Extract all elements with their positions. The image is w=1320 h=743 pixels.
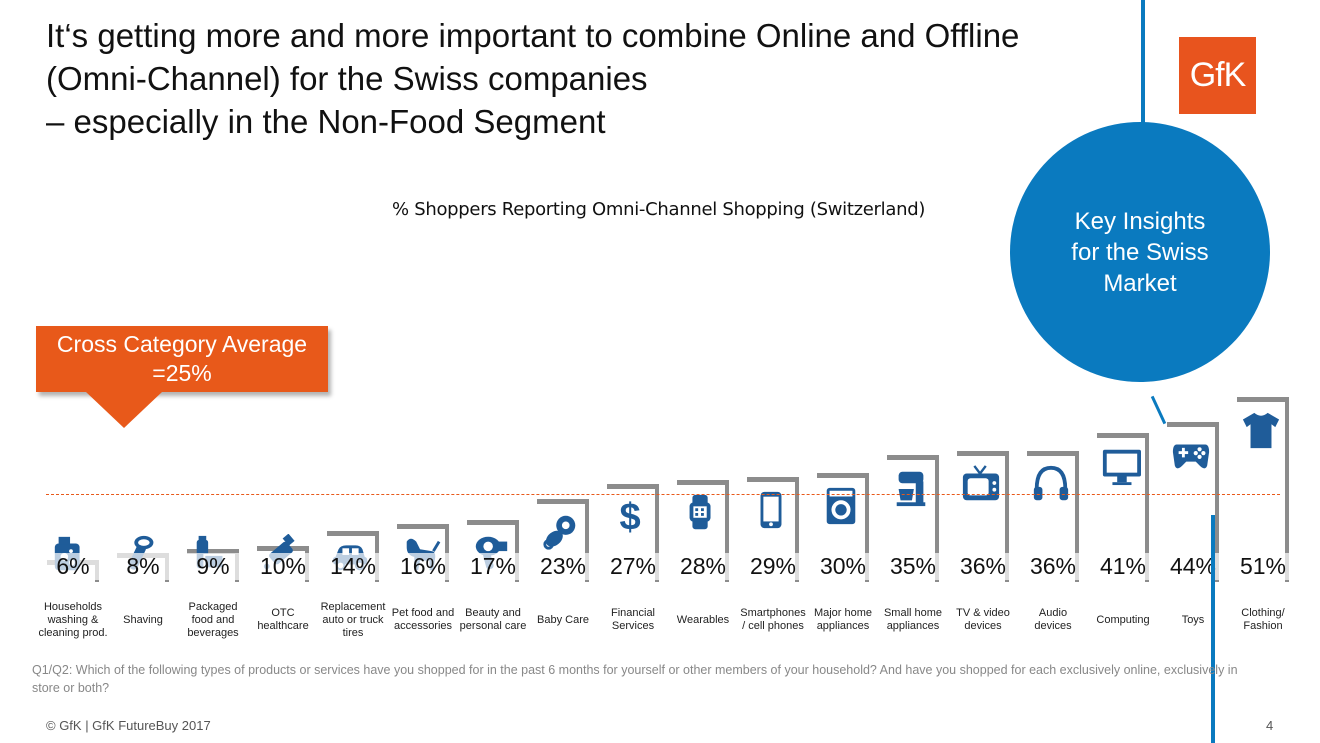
washing-machine-icon xyxy=(826,488,856,525)
key-insights-circle[interactable]: Key Insights for the Swiss Market xyxy=(1010,122,1270,382)
value-label: 30% xyxy=(813,553,873,580)
copyright: © GfK | GfK FutureBuy 2017 xyxy=(46,718,211,733)
average-line xyxy=(46,494,1280,495)
svg-text:$: $ xyxy=(619,497,640,537)
value-label: 23% xyxy=(533,553,593,580)
category-label: TV & video devices xyxy=(956,607,1010,632)
category-label: Households washing & cleaning prod. xyxy=(38,600,108,639)
headphones-icon xyxy=(1033,466,1069,501)
value-label: 28% xyxy=(673,553,733,580)
category-label: Shaving xyxy=(123,613,163,626)
gamepad-icon xyxy=(1172,444,1210,469)
average-callout: Cross Category Average =25% xyxy=(36,326,328,392)
chart-title: % Shoppers Reporting Omni-Channel Shoppi… xyxy=(392,199,926,220)
smartphone-icon xyxy=(760,491,782,528)
category-label: Baby Care xyxy=(537,613,589,626)
category-label: Pet food and accessories xyxy=(391,607,455,632)
category-label: Small home appliances xyxy=(883,607,943,632)
value-label: 9% xyxy=(183,553,243,580)
value-label: 41% xyxy=(1093,553,1153,580)
gfk-logo: GfK xyxy=(1179,37,1256,114)
category-label: OTC healthcare xyxy=(257,607,309,632)
category-label: Financial Services xyxy=(610,607,656,632)
category-label: Audio devices xyxy=(1034,607,1072,632)
dollar-icon: $ xyxy=(619,497,640,537)
category-label: Toys xyxy=(1181,613,1205,626)
value-label: 29% xyxy=(743,553,803,580)
bar-17 xyxy=(1237,397,1289,582)
page-title: It‘s getting more and more important to … xyxy=(46,17,1020,140)
category-label: Replacement auto or truck tires xyxy=(320,600,386,639)
tshirt-icon xyxy=(1242,412,1280,449)
value-label: 36% xyxy=(953,553,1013,580)
page-number: 4 xyxy=(1266,718,1274,733)
category-label: Major home appliances xyxy=(813,607,873,632)
pacifier-icon xyxy=(543,515,576,550)
value-label: 35% xyxy=(883,553,943,580)
value-label: 8% xyxy=(113,553,173,580)
value-label: 36% xyxy=(1023,553,1083,580)
accent-line-slant xyxy=(1150,395,1167,425)
category-label: Wearables xyxy=(676,613,730,626)
value-label: 27% xyxy=(603,553,663,580)
average-callout-pointer xyxy=(86,392,162,428)
smartwatch-icon xyxy=(689,495,711,530)
value-label: 6% xyxy=(43,553,103,580)
category-label: Computing xyxy=(1096,613,1150,626)
accent-line-bottom xyxy=(1211,515,1215,743)
value-label: 16% xyxy=(393,553,453,580)
average-callout-text: Cross Category Average =25% xyxy=(56,331,308,386)
accent-line-top xyxy=(1141,0,1145,140)
category-label: Clothing/ Fashion xyxy=(1241,607,1285,632)
value-label: 10% xyxy=(253,553,313,580)
tv-icon xyxy=(962,465,1000,501)
monitor-icon xyxy=(1102,450,1141,486)
footnote: Q1/Q2: Which of the following types of p… xyxy=(32,663,1238,695)
value-label: 51% xyxy=(1233,553,1293,580)
mixer-icon xyxy=(896,471,926,507)
category-label: Smartphones / cell phones xyxy=(740,607,806,632)
category-label: Beauty and personal care xyxy=(459,607,527,632)
value-label: 14% xyxy=(323,553,383,580)
value-label: 17% xyxy=(463,553,523,580)
category-label: Packaged food and beverages xyxy=(187,600,239,639)
